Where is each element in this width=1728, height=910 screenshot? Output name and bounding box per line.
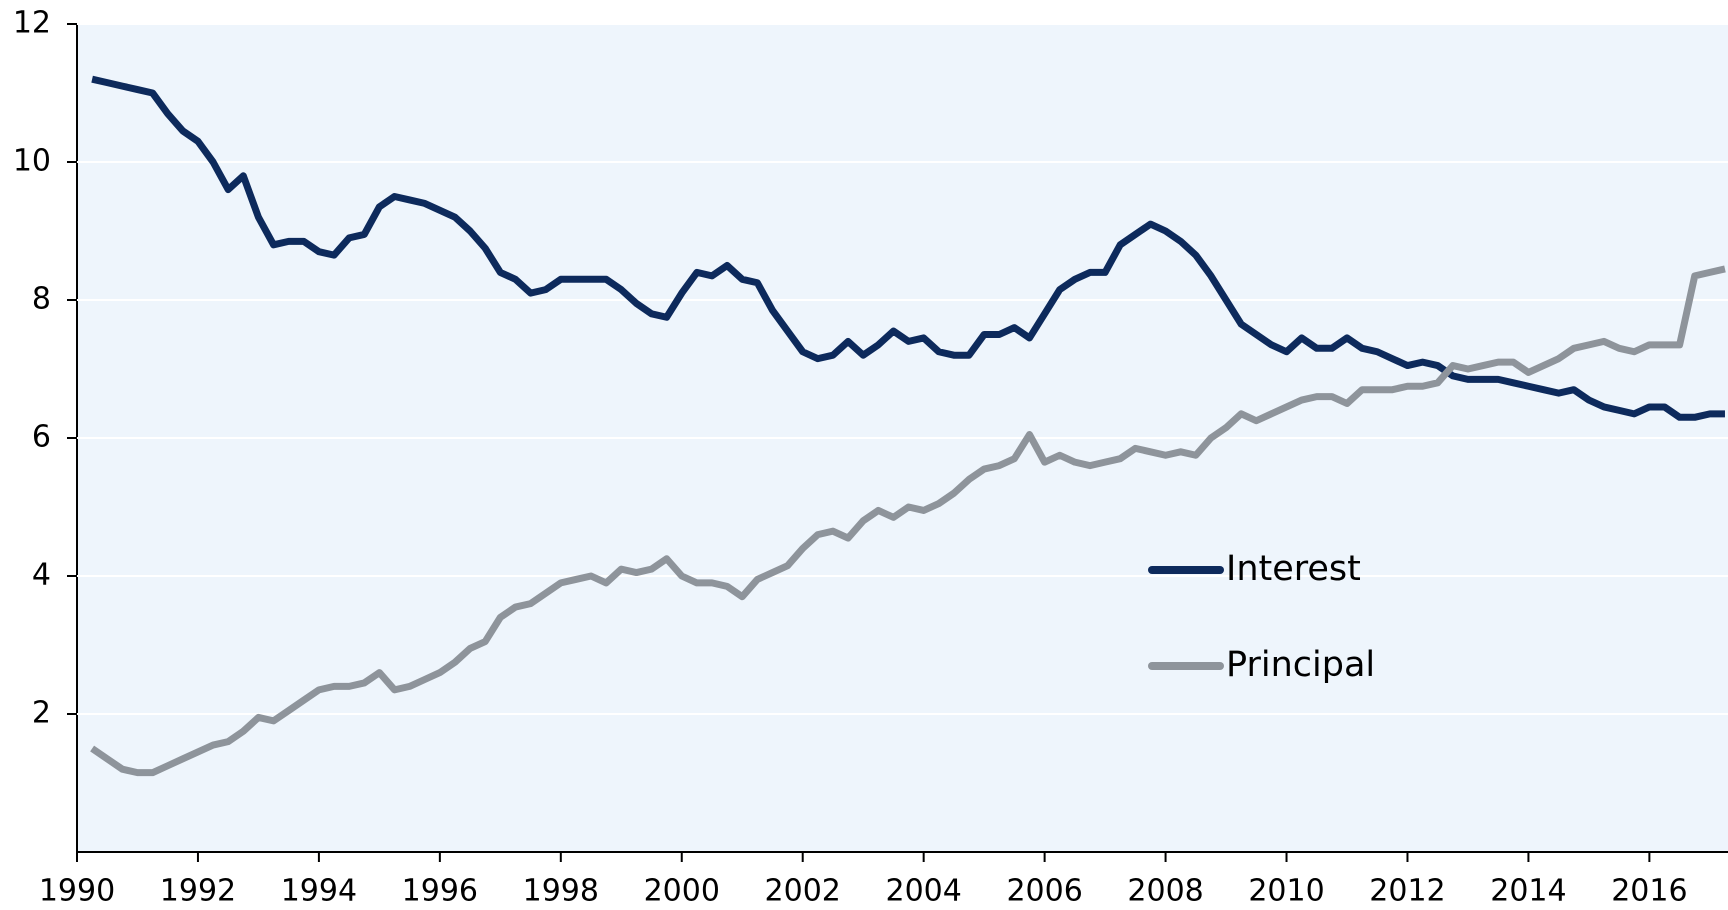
x-tick-label: 2010 <box>1248 874 1324 909</box>
x-tick-label: 2014 <box>1490 874 1566 909</box>
x-tick-label: 2006 <box>1006 874 1082 909</box>
y-tick-label: 4 <box>32 558 51 593</box>
x-tick-label: 1998 <box>523 874 599 909</box>
x-tick-label: 1996 <box>402 874 478 909</box>
data-line <box>90 265 1726 777</box>
x-tick-label: 2016 <box>1611 874 1687 909</box>
y-tick-label: 6 <box>32 420 51 455</box>
y-tick-label: 8 <box>32 282 51 317</box>
x-tick-label: 2008 <box>1127 874 1203 909</box>
x-tick-label: 1992 <box>160 874 236 909</box>
y-tick-label: 12 <box>13 6 51 41</box>
x-tick-label: 2000 <box>644 874 720 909</box>
x-tick-label: 2002 <box>765 874 841 909</box>
y-tick-label: 2 <box>32 696 51 731</box>
data-line <box>91 75 1725 421</box>
x-tick-label: 1994 <box>281 874 357 909</box>
x-tick-label: 2004 <box>885 874 961 909</box>
y-tick-label: 10 <box>13 144 51 179</box>
legend-label: Principal <box>1226 645 1375 685</box>
x-tick-label: 2012 <box>1369 874 1445 909</box>
x-tick-label: 1990 <box>39 874 115 909</box>
legend-label: Interest <box>1226 549 1361 589</box>
